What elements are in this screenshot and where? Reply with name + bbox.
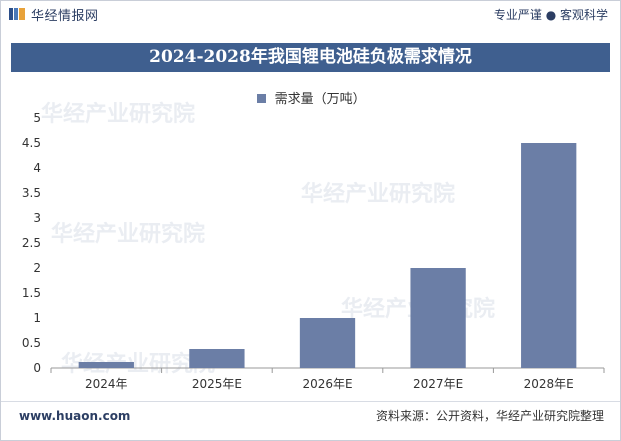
x-tick-label: 2025年E: [192, 377, 242, 391]
y-tick-label: 1.5: [22, 286, 41, 300]
legend: 需求量（万吨）: [1, 88, 621, 107]
y-tick-label: 1: [33, 311, 41, 325]
legend-label: 需求量（万吨）: [274, 92, 366, 107]
bar: [299, 318, 356, 368]
footer-source: 资料来源：公开资料，华经产业研究院整理: [375, 409, 604, 423]
y-tick-label: 0.5: [22, 336, 41, 350]
x-tick-label: 2026年E: [302, 377, 352, 391]
y-tick-label: 3.5: [22, 186, 41, 200]
huajing-logo-icon: [9, 8, 25, 20]
bar: [189, 349, 245, 368]
y-tick-label: 2.5: [22, 236, 41, 250]
bar-chart: 0 0.5 1 1.5 2 2.5 3 3.5 4 4.5 5 2024年 2025年E 2026年E 20…: [22, 111, 605, 391]
bar: [521, 143, 577, 368]
y-tick-label: 2: [33, 261, 41, 275]
footer: www.huaon.com 资料来源：公开资料，华经产业研究院整理: [1, 401, 620, 429]
x-tick-label: 2024年: [85, 377, 128, 391]
x-tick-label: 2027年E: [413, 377, 463, 391]
slogan: 专业严谨 ● 客观科学: [493, 7, 608, 22]
bar: [410, 268, 466, 368]
brand: 华经情报网: [9, 5, 99, 24]
y-tick-label: 3: [33, 211, 41, 225]
legend-swatch: [257, 94, 267, 103]
x-tick-label: 2028年E: [524, 377, 574, 391]
brand-name: 华经情报网: [31, 8, 99, 24]
bar: [78, 362, 134, 368]
chart-title: 2024-2028年我国锂电池硅负极需求情况: [11, 43, 610, 72]
y-tick-label: 4.5: [22, 136, 41, 150]
footer-website: www.huaon.com: [19, 408, 131, 423]
top-bar: 华经情报网 专业严谨 ● 客观科学: [1, 1, 620, 27]
y-tick-label: 5: [33, 111, 41, 125]
y-tick-label: 4: [33, 161, 41, 175]
y-tick-label: 0: [33, 361, 41, 375]
